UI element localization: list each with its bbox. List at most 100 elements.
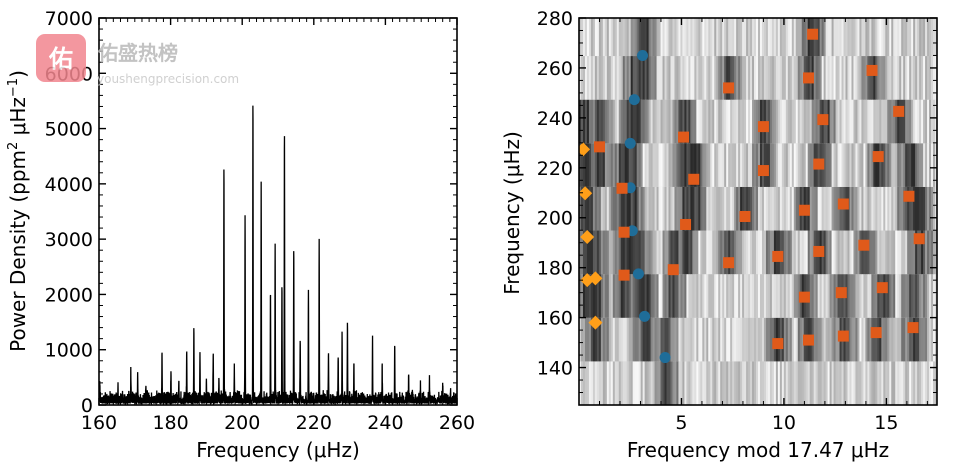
echelle-column — [680, 361, 683, 405]
echelle-column — [847, 230, 850, 275]
echelle-column — [845, 18, 848, 57]
echelle-column — [732, 274, 735, 318]
echelle-column — [616, 230, 620, 275]
echelle-column — [730, 361, 733, 405]
echelle-column — [608, 230, 612, 275]
echelle-column — [728, 230, 731, 275]
echelle-column — [592, 186, 596, 231]
echelle-column — [712, 186, 715, 231]
echelle-column — [891, 99, 894, 144]
echelle-column — [779, 18, 783, 57]
echelle-column — [730, 143, 733, 187]
echelle-column — [885, 18, 888, 57]
echelle-column — [644, 361, 648, 405]
echelle-column — [688, 186, 691, 231]
echelle-column — [885, 230, 888, 275]
echelle-column — [785, 186, 789, 231]
echelle-column — [716, 186, 719, 231]
echelle-column — [634, 143, 638, 187]
echelle-column — [588, 56, 592, 100]
echelle-column — [644, 18, 648, 57]
echelle-column — [722, 56, 725, 100]
echelle-column — [620, 230, 624, 275]
echelle-column — [752, 274, 755, 318]
echelle-column — [674, 274, 677, 318]
echelle-column — [827, 361, 830, 405]
echelle-column — [694, 56, 697, 100]
echelle-column — [748, 230, 751, 275]
echelle-column — [823, 317, 827, 362]
echelle-column — [692, 361, 695, 405]
echelle-column — [815, 186, 819, 231]
echelle-column — [706, 317, 709, 362]
echelle-column — [867, 143, 870, 187]
echelle-column — [720, 56, 723, 100]
echelle-column — [893, 56, 896, 100]
echelle-column — [694, 361, 697, 405]
echelle-column — [610, 186, 614, 231]
echelle-column — [734, 56, 737, 100]
echelle-column — [666, 56, 669, 100]
echelle-column — [584, 274, 588, 318]
echelle-column — [674, 99, 677, 144]
echelle-column — [630, 143, 634, 187]
echelle-column — [931, 317, 934, 362]
echelle-column — [636, 18, 640, 57]
echelle-column — [720, 317, 723, 362]
echelle-point-square — [772, 250, 784, 262]
echelle-column — [740, 274, 743, 318]
echelle-column — [919, 361, 922, 405]
echelle-column — [612, 230, 616, 275]
echelle-column — [748, 56, 751, 100]
echelle-column — [833, 56, 836, 100]
echelle-column — [692, 56, 695, 100]
echelle-column — [658, 230, 661, 275]
echelle-column — [823, 274, 827, 318]
echelle-column — [664, 186, 667, 231]
echelle-column — [702, 143, 705, 187]
echelle-markers — [579, 28, 925, 364]
echelle-column — [777, 18, 781, 57]
echelle-column — [841, 230, 844, 275]
echelle-column — [596, 143, 600, 187]
echelle-column — [678, 18, 681, 57]
echelle-column — [895, 274, 898, 318]
echelle-column — [692, 143, 695, 187]
echelle-column — [887, 230, 890, 275]
y-tick-label: 1000 — [45, 340, 93, 362]
echelle-column — [654, 18, 657, 57]
echelle-column — [638, 143, 642, 187]
echelle-column — [809, 230, 813, 275]
echelle-column — [602, 274, 606, 318]
echelle-column — [712, 143, 715, 187]
echelle-column — [686, 56, 689, 100]
x-tick-label: 260 — [439, 412, 475, 434]
echelle-column — [682, 186, 685, 231]
echelle-column — [756, 143, 759, 187]
echelle-column — [594, 361, 598, 405]
echelle-column — [901, 186, 904, 231]
echelle-column — [758, 56, 761, 100]
echelle-column — [620, 18, 624, 57]
echelle-column — [853, 317, 856, 362]
echelle-column — [867, 99, 870, 144]
echelle-column — [853, 186, 856, 231]
echelle-column — [580, 143, 584, 187]
echelle-column — [632, 99, 636, 144]
echelle-column — [724, 361, 727, 405]
echelle-column — [746, 18, 749, 57]
echelle-column — [590, 99, 594, 144]
echelle-column — [807, 361, 811, 405]
echelle-column — [919, 99, 922, 144]
echelle-column — [855, 18, 858, 57]
echelle-column — [925, 56, 928, 100]
echelle-column — [724, 99, 727, 144]
echelle-column — [791, 230, 795, 275]
echelle-point-square — [907, 322, 919, 334]
echelle-column — [590, 317, 594, 362]
echelle-column — [588, 143, 592, 187]
echelle-column — [714, 317, 717, 362]
echelle-column — [811, 361, 815, 405]
echelle-column — [869, 230, 872, 275]
echelle-column — [761, 230, 765, 275]
